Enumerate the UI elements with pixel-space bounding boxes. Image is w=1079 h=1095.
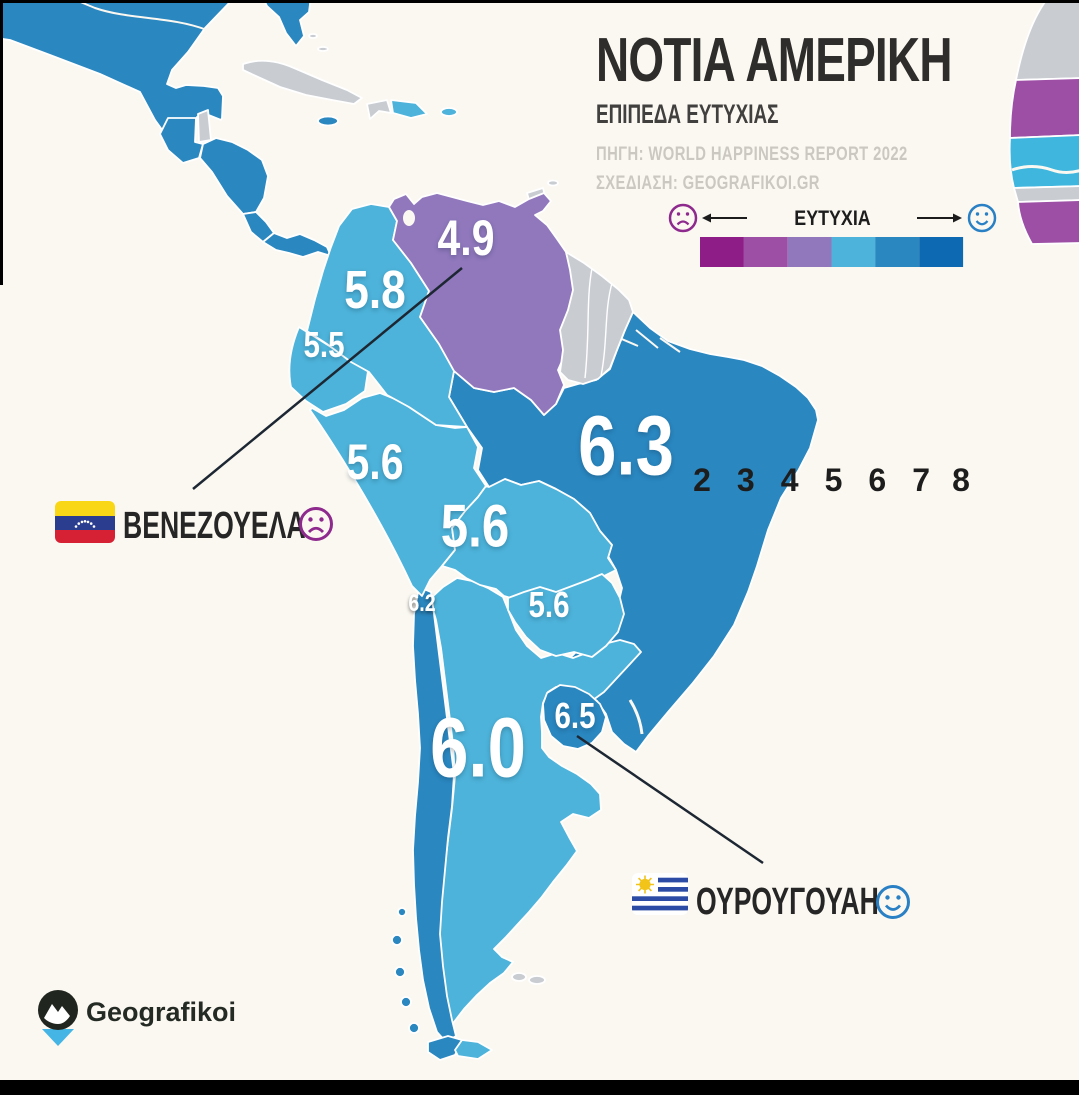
bahamas-islet bbox=[308, 33, 318, 39]
ecuador-value: 5.5 bbox=[303, 324, 345, 365]
falkland-islands bbox=[511, 972, 527, 982]
venezuela-region bbox=[388, 192, 576, 416]
logo-text: Geografikoi bbox=[86, 997, 237, 1027]
paraguay-value: 5.6 bbox=[528, 584, 570, 625]
colombia-value: 5.8 bbox=[344, 260, 406, 320]
lake-maracaibo bbox=[403, 210, 415, 226]
guianas-region bbox=[559, 251, 634, 385]
color-scale bbox=[700, 237, 964, 267]
uruguay-value: 6.5 bbox=[554, 695, 596, 736]
mexico-region bbox=[0, 0, 231, 151]
falkland-islands bbox=[528, 975, 546, 985]
legend-tick: 2 bbox=[693, 462, 711, 498]
uruguay-callout: ΟΥΡΟΥΓΟΥΑΗ bbox=[632, 871, 932, 923]
arrow-left-icon bbox=[702, 213, 747, 223]
uruguay-flag bbox=[632, 873, 688, 915]
jamaica-region bbox=[317, 115, 339, 127]
page-title: ΝΟΤΙΑ ΑΜΕΡΙΚΗ bbox=[596, 26, 952, 95]
patos-lagoon bbox=[628, 699, 644, 735]
guyana-suriname-border bbox=[584, 267, 593, 379]
africa-guinea-region bbox=[1017, 199, 1079, 245]
sad-face-icon bbox=[299, 507, 333, 541]
florida-region bbox=[262, 0, 312, 47]
legend-tick: 8 bbox=[952, 462, 970, 498]
source-text: ΠΗΓΗ: WORLD HAPPINESS REPORT 2022 bbox=[596, 144, 908, 165]
uruguay-region bbox=[542, 684, 607, 750]
frame-left bbox=[0, 0, 3, 285]
uruguay-callout-label: ΟΥΡΟΥΓΟΥΑΗ bbox=[696, 881, 879, 923]
legend-tick: 4 bbox=[780, 462, 799, 498]
guatemala-region bbox=[159, 117, 204, 164]
belize-region bbox=[197, 109, 212, 143]
frame-top bbox=[0, 0, 1079, 3]
colombia-region bbox=[306, 203, 468, 428]
chile-islet bbox=[397, 907, 407, 917]
legend-title: ΕΥΤΥΧΙΑ bbox=[794, 207, 871, 230]
venezuela-callout-label: ΒΕΝΕΖΟΥΕΛΑ bbox=[123, 505, 306, 547]
tobago-islet bbox=[547, 179, 559, 187]
peru-region bbox=[309, 392, 487, 597]
tierra-del-fuego-chile bbox=[427, 1035, 463, 1061]
venezuela-value: 4.9 bbox=[437, 210, 495, 266]
argentina-value: 6.0 bbox=[430, 700, 526, 795]
happy-face-icon bbox=[876, 885, 910, 919]
legend-tick: 7 bbox=[912, 462, 931, 498]
credit-text: ΣΧΕΔΙΑΣΗ: GEOGRAFIKOI.GR bbox=[596, 173, 820, 194]
chile-islet bbox=[400, 996, 412, 1008]
haiti-region bbox=[366, 99, 392, 120]
chile-islet bbox=[408, 1022, 420, 1034]
legend-tick: 5 bbox=[824, 462, 843, 498]
venezuela-callout: ΒΕΝΕΖΟΥΕΛΑ bbox=[55, 498, 355, 548]
cuba-region bbox=[242, 59, 363, 105]
happy-face-icon bbox=[967, 203, 997, 233]
page-subtitle: ΕΠΙΠΕΔΑ ΕΥΤΥΧΙΑΣ bbox=[596, 99, 779, 129]
bahamas-islet bbox=[317, 46, 329, 52]
legend-tick: 3 bbox=[736, 462, 755, 498]
honduras-nicaragua-region bbox=[199, 137, 269, 215]
chile-value: 6.2 bbox=[408, 590, 436, 617]
paraguay-region bbox=[507, 573, 625, 658]
frame-bottom bbox=[0, 1080, 1079, 1095]
arrow-right-icon bbox=[917, 213, 962, 223]
puerto-rico-region bbox=[440, 107, 458, 117]
gambia-river bbox=[1011, 165, 1079, 174]
venezuela-flag bbox=[55, 501, 115, 543]
dominican-republic-region bbox=[390, 99, 428, 119]
uruguay-callout-line bbox=[576, 734, 764, 865]
sad-face-icon bbox=[668, 203, 698, 233]
chile-islet bbox=[391, 934, 403, 946]
legend-tick: 6 bbox=[868, 462, 887, 498]
africa-gambia-region bbox=[1013, 185, 1079, 203]
bolivia-value: 5.6 bbox=[440, 492, 510, 560]
geografikoi-logo: Geografikoi bbox=[36, 988, 276, 1050]
geografikoi-logo-icon bbox=[38, 990, 78, 1046]
chile-islet bbox=[394, 966, 406, 978]
tierra-del-fuego-argentina bbox=[454, 1039, 493, 1060]
happiness-legend: ΕΥΤΥΧΙΑ 2 3 4 5 6 7 8 bbox=[650, 190, 1010, 498]
rio-grande-river bbox=[77, 0, 208, 31]
suriname-frenchguiana-border bbox=[600, 282, 613, 377]
panama-region bbox=[262, 232, 332, 258]
header-block: ΝΟΤΙΑ ΑΜΕΡΙΚΗ ΕΠΙΠΕΔΑ ΕΥΤΥΧΙΑΣ ΠΗΓΗ: WOR… bbox=[596, 26, 1066, 194]
chile-region bbox=[412, 586, 457, 1043]
brazil-value: 6.3 bbox=[578, 398, 674, 493]
venezuela-callout-line bbox=[192, 267, 463, 490]
peru-value: 5.6 bbox=[346, 434, 404, 490]
